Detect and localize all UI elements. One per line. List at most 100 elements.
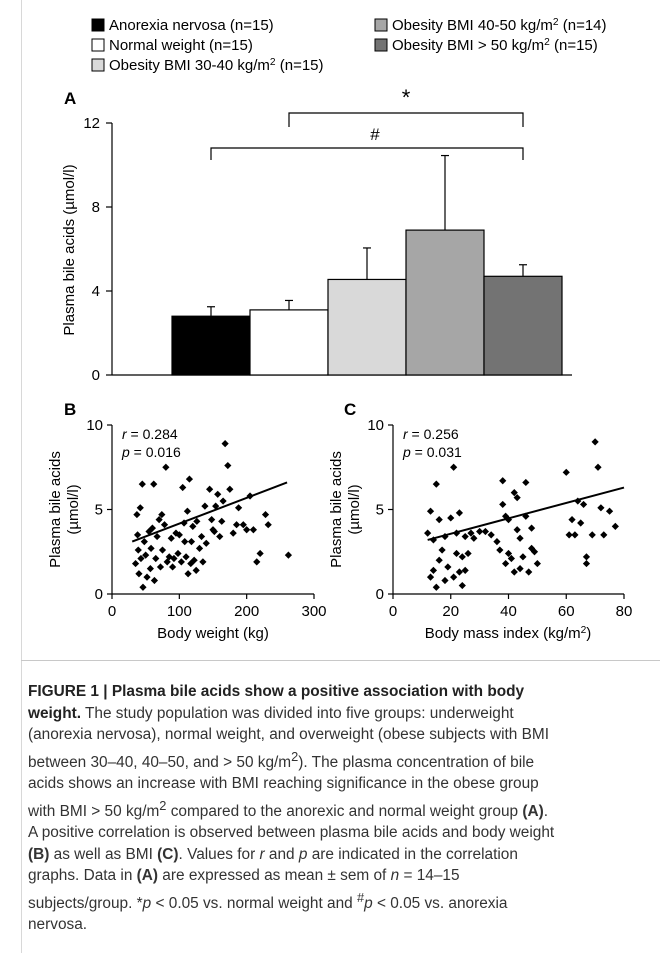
scatter-point — [516, 565, 524, 573]
scatter-point — [208, 516, 216, 524]
scatter-point — [432, 583, 440, 591]
scatter-point — [221, 439, 229, 448]
legend-label: Normal weight (n=15) — [109, 37, 253, 54]
scatter-point — [455, 509, 464, 517]
legend-swatch — [374, 18, 388, 32]
scatter-point — [435, 556, 443, 564]
legend-label: Anorexia nervosa (n=15) — [109, 17, 274, 34]
scatter-point — [256, 549, 264, 558]
scatter-point — [169, 563, 177, 571]
x-tick-label: 80 — [616, 603, 633, 620]
scatter-point — [600, 531, 608, 539]
scatter-point — [261, 510, 270, 519]
scatter-point — [502, 512, 510, 520]
caption-line: weight. The study population was divided… — [28, 704, 514, 722]
scatter-point — [133, 510, 141, 519]
scatter-point — [458, 553, 466, 561]
bar — [171, 315, 251, 376]
caption-line: A positive correlation is observed betwe… — [28, 824, 555, 842]
scatter-point — [594, 463, 602, 471]
scatter-point — [167, 534, 175, 542]
y-tick-label: 10 — [367, 417, 384, 434]
scatter-point — [136, 504, 144, 512]
x-tick-label: 0 — [389, 603, 397, 620]
bar — [327, 278, 407, 376]
panel-c-x-axis-label: Body mass index (kg/m2) — [425, 625, 592, 643]
scatter-point — [155, 516, 163, 524]
scatter-point — [189, 522, 197, 530]
p-value: p = 0.016 — [121, 444, 181, 460]
scatter-point — [591, 438, 599, 446]
scatter-point — [432, 480, 440, 488]
scatter-point — [249, 526, 257, 534]
scatter-point — [172, 529, 180, 537]
legend-label: Obesity BMI 30-40 kg/m2 (n=15) — [109, 57, 324, 75]
scatter-point — [450, 573, 458, 581]
scatter-point — [447, 514, 455, 522]
y-tick-label: 0 — [376, 586, 384, 603]
scatter-point — [180, 519, 188, 527]
scatter-point — [224, 461, 232, 470]
scatter-point — [138, 480, 146, 488]
caption-line: subjects/group. *p < 0.05 vs. normal wei… — [28, 889, 508, 912]
y-tick-label: 0 — [92, 367, 100, 384]
significance-bracket — [288, 112, 524, 127]
panel-a-bar-chart: A 0 4 8 12 Plasma bile acids (µmol/l) # * — [61, 85, 572, 384]
x-tick-label: 300 — [301, 603, 326, 620]
scatter-point — [467, 529, 475, 537]
scatter-point — [148, 524, 156, 532]
scatter-point — [239, 521, 247, 529]
scatter-point — [206, 485, 214, 493]
bar — [405, 229, 485, 376]
r-value: r = 0.284 — [122, 426, 178, 442]
scatter-point — [450, 463, 458, 471]
scatter-point — [426, 507, 435, 515]
scatter-point — [133, 531, 142, 539]
scatter-point — [522, 478, 530, 487]
scatter-point — [528, 544, 536, 552]
significance-bracket — [210, 147, 524, 160]
scatter-point — [507, 554, 515, 563]
caption-line: nervosa. — [28, 916, 88, 934]
y-tick-label: 8 — [92, 199, 100, 216]
scatter-point — [193, 517, 201, 525]
scatter-point — [582, 559, 591, 568]
caption-separator-rule — [21, 660, 660, 661]
y-tick-label: 12 — [83, 115, 100, 132]
scatter-point — [139, 583, 147, 591]
caption-line: (anorexia nervosa), normal weight, and o… — [28, 726, 549, 743]
scatter-point — [487, 531, 495, 539]
panel-c-y-axis-label-line2: (µmol/l) — [346, 484, 363, 534]
scatter-point — [134, 546, 142, 554]
scatter-point — [152, 554, 160, 563]
scatter-point — [574, 497, 582, 505]
scatter-point — [147, 544, 155, 552]
r-value: r = 0.256 — [403, 426, 459, 442]
scatter-point — [510, 568, 518, 576]
x-tick-label: 0 — [108, 603, 116, 620]
y-tick-label: 10 — [86, 417, 103, 434]
scatter-point — [528, 524, 536, 532]
scatter-point — [182, 553, 190, 561]
scatter-point — [499, 500, 507, 509]
scatter-point — [516, 534, 524, 542]
scatter-point — [187, 538, 196, 546]
scatter-point — [234, 504, 243, 512]
trend-line — [427, 486, 625, 541]
figure-caption: FIGURE 1 | Plasma bile acids show a posi… — [28, 681, 644, 936]
legend-swatch — [91, 18, 105, 32]
scatter-point — [131, 559, 140, 568]
scatter-point — [461, 532, 469, 541]
panel-c-panel-label: C — [344, 400, 356, 419]
scatter-point — [461, 566, 469, 574]
scatter-point — [175, 531, 183, 539]
scatter-point — [146, 565, 154, 573]
x-tick-label: 200 — [234, 603, 259, 620]
scatter-point — [232, 521, 241, 529]
scatter-point — [135, 570, 143, 578]
scatter-point — [226, 485, 234, 493]
caption-line: between 30–40, 40–50, and > 50 kg/m2). T… — [28, 748, 535, 771]
trend-line — [131, 481, 288, 543]
scatter-point — [229, 529, 237, 537]
y-tick-label: 0 — [95, 586, 103, 603]
